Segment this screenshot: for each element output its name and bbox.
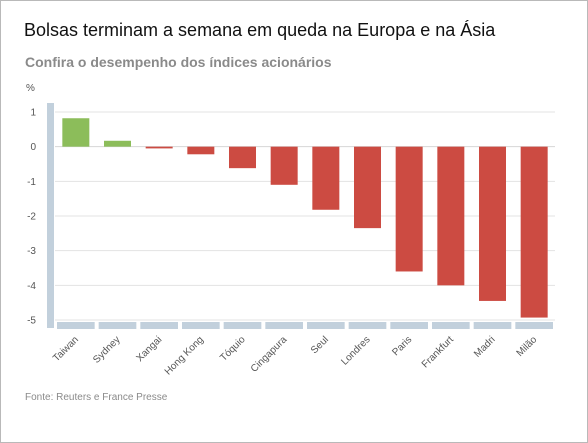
x-tick-label: Xangai: [134, 334, 164, 364]
bar: [395, 146, 423, 272]
y-axis-band: [47, 103, 54, 328]
y-tick-label: -4: [27, 281, 36, 292]
bar: [104, 140, 131, 147]
x-tick-label: Hong Kong: [163, 334, 206, 377]
bar: [62, 118, 90, 147]
x-axis-segment: [265, 322, 303, 329]
bar: [270, 146, 298, 185]
x-tick-label: Paris: [390, 334, 414, 358]
x-axis-segment: [307, 322, 345, 329]
chart-title: Bolsas terminam a semana em queda na Eur…: [24, 20, 496, 40]
gridlines: [55, 111, 555, 321]
y-tick-label: -5: [27, 316, 36, 327]
x-axis-segment: [182, 322, 220, 329]
y-tick-label: -3: [27, 246, 36, 257]
x-axis-segment: [223, 322, 262, 329]
x-axis-segment: [57, 322, 95, 329]
bar: [312, 146, 340, 210]
chart-subtitle: Confira o desempenho dos índices acionár…: [25, 54, 332, 70]
bar: [229, 146, 256, 169]
bars: [62, 118, 548, 318]
y-tick-label: 1: [30, 108, 36, 119]
x-axis-segment: [140, 322, 178, 329]
bar: [187, 146, 215, 155]
x-tick-label: Seul: [309, 334, 331, 356]
x-axis-segment: [98, 322, 137, 329]
x-tick-label: Frankfurt: [420, 334, 456, 370]
y-tick-label: 0: [30, 142, 36, 153]
y-tick-label: -1: [27, 177, 36, 188]
x-axis-segment: [348, 322, 387, 329]
x-tick-label: Sydney: [91, 334, 122, 365]
x-axis-segment: [515, 322, 553, 329]
x-tick-label: Londres: [339, 334, 372, 367]
bar: [479, 146, 506, 301]
source-note: Fonte: Reuters e France Presse: [25, 392, 168, 403]
bar: [437, 146, 465, 286]
bar: [354, 146, 381, 229]
y-axis-unit-label: %: [26, 83, 35, 94]
x-axis-segment: [390, 322, 428, 329]
x-tick-label: Tóquio: [218, 334, 248, 364]
bar: [145, 146, 173, 149]
x-axis-segment: [473, 322, 512, 329]
x-tick-label: Milão: [515, 334, 540, 359]
y-tick-label: -2: [27, 212, 36, 223]
x-tick-label: Cingapura: [249, 334, 290, 375]
x-tick-label: Madri: [472, 334, 497, 359]
axes: [47, 103, 553, 329]
bar: [520, 146, 548, 318]
x-tick-label: Taiwan: [51, 334, 81, 364]
x-axis-segment: [432, 322, 470, 329]
